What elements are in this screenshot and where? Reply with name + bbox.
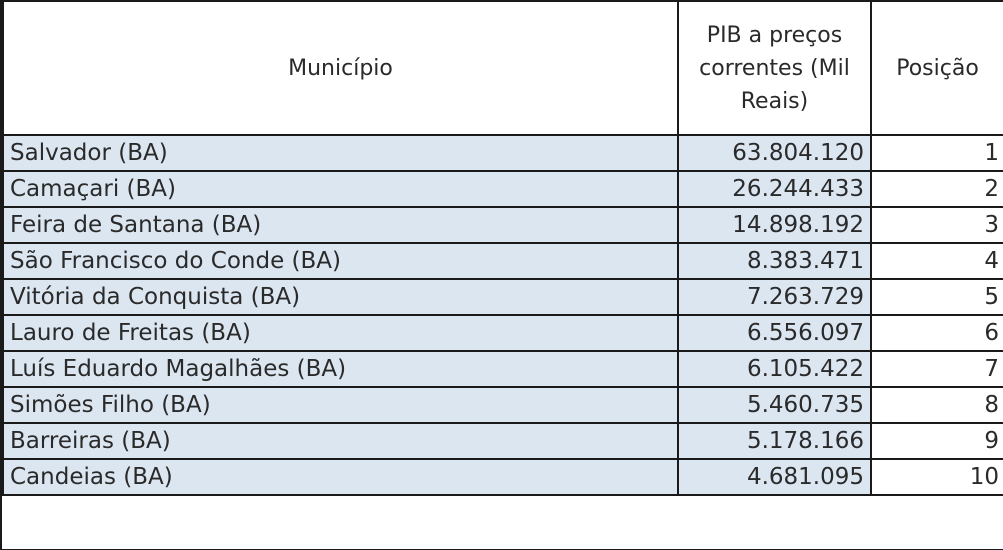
- cell-posicao: 9: [870, 422, 1003, 460]
- table-row: Simões Filho (BA) 5.460.735 8: [2, 386, 1003, 424]
- table-row: Luís Eduardo Magalhães (BA) 6.105.422 7: [2, 350, 1003, 388]
- cell-pib: 63.804.120: [677, 134, 872, 172]
- table-row: Feira de Santana (BA) 14.898.192 3: [2, 206, 1003, 244]
- cell-pib: 6.105.422: [677, 350, 872, 388]
- cell-pib: 7.263.729: [677, 278, 872, 316]
- cell-pib: 4.681.095: [677, 458, 872, 496]
- gdp-ranking-table: Município PIB a preços correntes (Mil Re…: [2, 0, 1003, 496]
- cell-posicao: 1: [870, 134, 1003, 172]
- cell-posicao: 10: [870, 458, 1003, 496]
- table-row: São Francisco do Conde (BA) 8.383.471 4: [2, 242, 1003, 280]
- cell-posicao: 8: [870, 386, 1003, 424]
- table-row: Candeias (BA) 4.681.095 10: [2, 458, 1003, 496]
- cell-municipio: Lauro de Freitas (BA): [2, 314, 679, 352]
- cell-municipio: Simões Filho (BA): [2, 386, 679, 424]
- table-row: Camaçari (BA) 26.244.433 2: [2, 170, 1003, 208]
- cell-municipio: Salvador (BA): [2, 134, 679, 172]
- cell-posicao: 4: [870, 242, 1003, 280]
- header-municipio: Município: [2, 0, 679, 136]
- cell-pib: 6.556.097: [677, 314, 872, 352]
- header-row: Município PIB a preços correntes (Mil Re…: [2, 0, 1003, 136]
- cell-pib: 26.244.433: [677, 170, 872, 208]
- cell-posicao: 7: [870, 350, 1003, 388]
- cell-pib: 14.898.192: [677, 206, 872, 244]
- cell-municipio: Candeias (BA): [2, 458, 679, 496]
- table-row: Salvador (BA) 63.804.120 1: [2, 134, 1003, 172]
- table-row: Barreiras (BA) 5.178.166 9: [2, 422, 1003, 460]
- cell-posicao: 2: [870, 170, 1003, 208]
- cell-municipio: Barreiras (BA): [2, 422, 679, 460]
- header-pib: PIB a preços correntes (Mil Reais): [677, 0, 872, 136]
- cell-municipio: São Francisco do Conde (BA): [2, 242, 679, 280]
- cell-pib: 5.178.166: [677, 422, 872, 460]
- cell-municipio: Vitória da Conquista (BA): [2, 278, 679, 316]
- cell-posicao: 6: [870, 314, 1003, 352]
- table-row: Lauro de Freitas (BA) 6.556.097 6: [2, 314, 1003, 352]
- cell-municipio: Feira de Santana (BA): [2, 206, 679, 244]
- cell-posicao: 5: [870, 278, 1003, 316]
- cell-pib: 8.383.471: [677, 242, 872, 280]
- cell-pib: 5.460.735: [677, 386, 872, 424]
- header-posicao: Posição: [870, 0, 1003, 136]
- cell-municipio: Luís Eduardo Magalhães (BA): [2, 350, 679, 388]
- cell-municipio: Camaçari (BA): [2, 170, 679, 208]
- cell-posicao: 3: [870, 206, 1003, 244]
- table-row: Vitória da Conquista (BA) 7.263.729 5: [2, 278, 1003, 316]
